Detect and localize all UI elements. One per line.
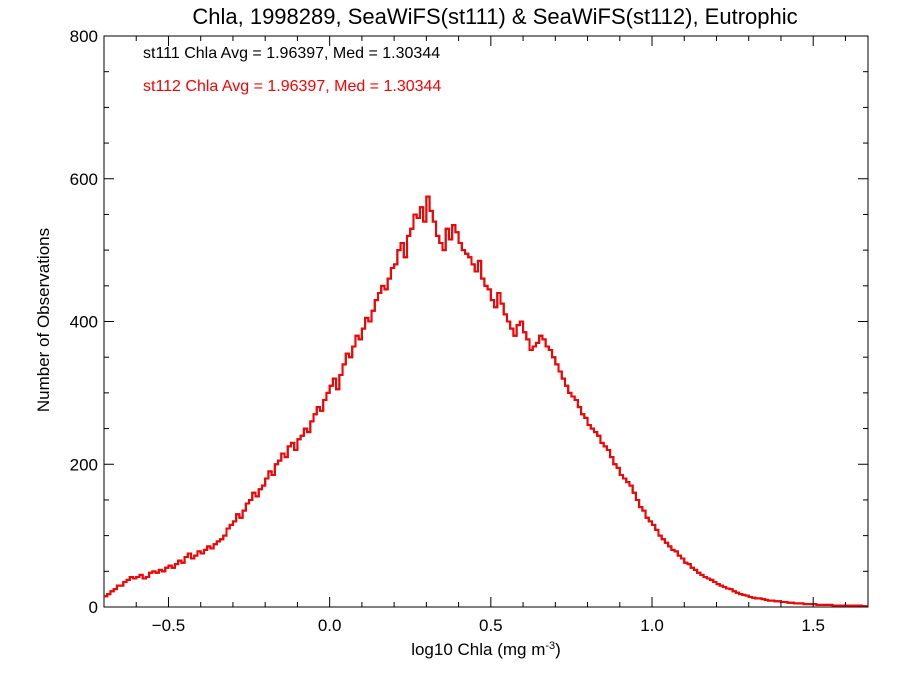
x-axis-label-end: ) <box>555 640 561 659</box>
series-st112-step-line <box>104 195 868 608</box>
y-tick-label: 400 <box>70 313 98 332</box>
annotation-st112: st112 Chla Avg = 1.96397, Med = 1.30344 <box>143 78 441 95</box>
y-tick-label: 600 <box>70 170 98 189</box>
x-tick-label: −0.5 <box>152 616 186 635</box>
x-tick-label: 0.0 <box>318 616 342 635</box>
x-axis-label: log10 Chla (mg m-3) <box>411 640 561 659</box>
x-axis-label-sup: -3 <box>545 640 555 652</box>
x-tick-label: 1.0 <box>640 616 664 635</box>
annotation-st111: st111 Chla Avg = 1.96397, Med = 1.30344 <box>143 45 440 62</box>
x-tick-label: 0.5 <box>479 616 503 635</box>
y-tick-label: 0 <box>89 598 98 617</box>
plot-frame <box>103 35 869 608</box>
x-axis-label-main: log10 Chla (mg m <box>411 640 545 659</box>
x-tick-label: 1.5 <box>801 616 825 635</box>
y-tick-label: 800 <box>70 27 98 46</box>
y-tick-label: 200 <box>70 455 98 474</box>
series-st111-step-line <box>104 195 868 608</box>
chart-title: Chla, 1998289, SeaWiFS(st111) & SeaWiFS(… <box>192 4 797 29</box>
y-axis-label: Number of Observations <box>34 228 53 412</box>
